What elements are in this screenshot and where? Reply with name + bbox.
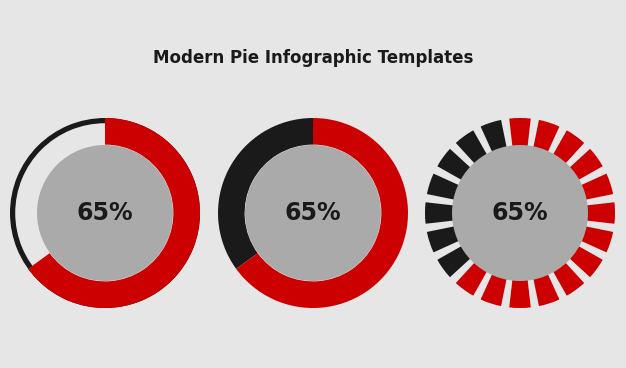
Wedge shape <box>28 118 200 308</box>
Wedge shape <box>480 213 520 264</box>
Wedge shape <box>258 145 381 282</box>
Wedge shape <box>218 118 313 269</box>
Wedge shape <box>425 202 520 224</box>
Wedge shape <box>245 145 313 253</box>
Wedge shape <box>438 149 520 213</box>
Wedge shape <box>427 213 520 252</box>
Wedge shape <box>513 154 526 213</box>
Wedge shape <box>520 130 584 213</box>
Wedge shape <box>496 155 520 213</box>
Wedge shape <box>520 174 613 213</box>
Wedge shape <box>520 213 545 271</box>
Wedge shape <box>456 213 520 296</box>
Wedge shape <box>513 213 526 272</box>
Wedge shape <box>236 118 408 308</box>
Text: 65%: 65% <box>285 201 341 225</box>
Wedge shape <box>520 188 578 213</box>
Text: 65%: 65% <box>77 201 133 225</box>
Wedge shape <box>462 188 520 213</box>
Wedge shape <box>520 173 572 213</box>
Wedge shape <box>520 213 584 296</box>
Wedge shape <box>496 213 520 271</box>
Wedge shape <box>49 145 173 282</box>
Wedge shape <box>520 120 560 213</box>
Wedge shape <box>520 202 615 224</box>
Wedge shape <box>520 213 560 306</box>
Wedge shape <box>461 206 520 220</box>
Wedge shape <box>520 162 560 213</box>
Wedge shape <box>15 123 195 303</box>
Wedge shape <box>520 213 572 253</box>
Wedge shape <box>520 213 560 264</box>
Wedge shape <box>520 213 578 237</box>
Wedge shape <box>469 173 520 213</box>
Wedge shape <box>462 213 520 237</box>
Circle shape <box>37 145 173 281</box>
Wedge shape <box>520 149 603 213</box>
Wedge shape <box>456 130 520 213</box>
Wedge shape <box>509 118 531 213</box>
Circle shape <box>452 145 588 281</box>
Wedge shape <box>427 174 520 213</box>
Wedge shape <box>481 120 520 213</box>
Wedge shape <box>438 213 520 277</box>
Text: Modern Pie Infographic Templates: Modern Pie Infographic Templates <box>153 49 473 67</box>
Wedge shape <box>469 213 520 253</box>
Wedge shape <box>10 118 200 308</box>
Wedge shape <box>480 162 520 213</box>
Wedge shape <box>481 213 520 306</box>
Wedge shape <box>520 206 579 220</box>
Wedge shape <box>520 213 613 252</box>
Text: 65%: 65% <box>491 201 548 225</box>
Circle shape <box>245 145 381 281</box>
Wedge shape <box>520 155 545 213</box>
Wedge shape <box>520 213 603 277</box>
Wedge shape <box>509 213 531 308</box>
